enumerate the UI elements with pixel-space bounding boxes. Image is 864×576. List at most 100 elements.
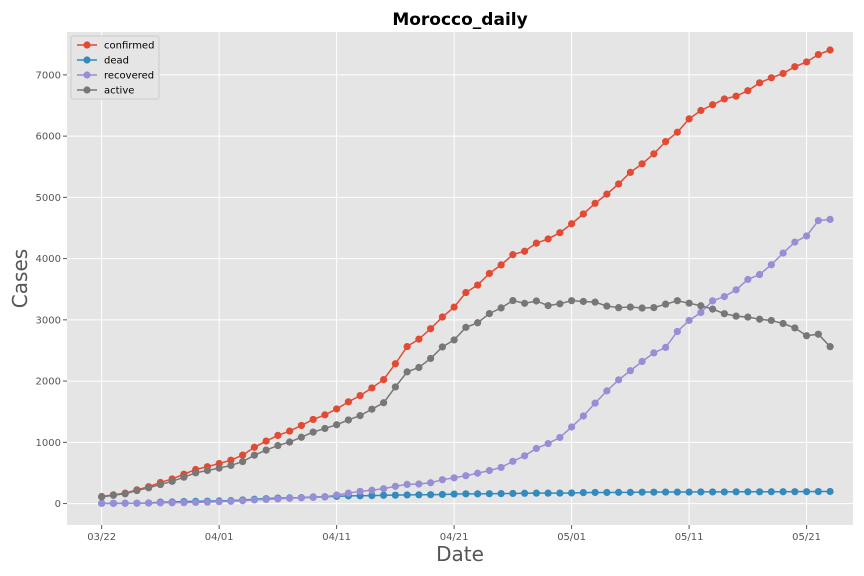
data-point-active <box>203 466 211 475</box>
data-point-confirmed <box>802 58 811 66</box>
data-point-active <box>380 399 388 407</box>
y-tick-label: 4000 <box>36 254 61 265</box>
data-point-active <box>662 300 670 308</box>
chart-title: Morocco_daily <box>392 10 527 30</box>
data-point-active <box>779 319 787 328</box>
data-point-dead <box>474 490 482 498</box>
data-point-active <box>133 486 141 495</box>
legend-box <box>70 35 160 100</box>
data-point-recovered <box>720 292 728 301</box>
data-point-recovered <box>814 217 822 225</box>
data-point-confirmed <box>356 392 364 400</box>
data-point-dead <box>532 489 540 497</box>
data-point-dead <box>697 488 705 496</box>
plot-area <box>67 32 853 525</box>
data-point-recovered <box>626 367 634 375</box>
data-point-active <box>767 316 775 325</box>
data-point-recovered <box>532 444 540 453</box>
data-point-recovered <box>579 412 587 420</box>
data-point-active <box>638 304 646 312</box>
data-point-dead <box>556 489 564 497</box>
data-point-recovered <box>356 487 364 495</box>
data-point-dead <box>767 488 775 496</box>
data-point-recovered <box>638 357 646 366</box>
data-point-recovered <box>121 499 129 507</box>
data-point-active <box>497 304 505 312</box>
data-point-active <box>156 480 164 489</box>
data-point-active <box>509 296 517 305</box>
legend-label-recovered: recovered <box>104 71 154 82</box>
data-point-confirmed <box>474 281 482 289</box>
data-point-confirmed <box>591 199 599 207</box>
y-tick-label: 0 <box>55 499 61 510</box>
y-axis-ticks: 0 1000 2000 3000 4000 5000 6000 7000 <box>36 70 67 510</box>
data-point-confirmed <box>485 269 493 278</box>
data-point-active <box>568 297 576 305</box>
data-point-active <box>286 438 294 446</box>
data-point-recovered <box>227 497 235 505</box>
data-point-recovered <box>380 485 388 493</box>
data-point-recovered <box>497 463 505 472</box>
data-point-active <box>368 405 376 413</box>
data-point-recovered <box>321 493 329 501</box>
data-point-confirmed <box>415 335 423 343</box>
data-point-active <box>462 323 470 331</box>
data-point-confirmed <box>368 384 376 392</box>
data-point-dead <box>603 488 611 497</box>
x-tick-label: 05/11 <box>675 532 704 543</box>
data-point-confirmed <box>309 415 317 424</box>
data-point-recovered <box>591 399 599 407</box>
data-point-confirmed <box>626 168 634 176</box>
data-point-active <box>485 309 493 318</box>
data-point-recovered <box>239 497 247 505</box>
data-point-recovered <box>98 499 106 507</box>
data-point-dead <box>391 491 399 499</box>
data-point-active <box>415 363 423 372</box>
series-active <box>98 296 834 501</box>
data-point-active <box>673 297 681 305</box>
data-point-confirmed <box>579 210 587 218</box>
data-point-active <box>732 312 740 320</box>
y-tick-label: 7000 <box>36 70 61 81</box>
data-point-confirmed <box>333 405 341 413</box>
data-point-dead <box>720 488 728 496</box>
data-point-active <box>321 424 329 433</box>
data-point-dead <box>568 489 576 497</box>
data-point-dead <box>415 491 423 499</box>
data-point-active <box>532 297 540 305</box>
data-point-confirmed <box>603 190 611 198</box>
legend: confirmed dead recovered active <box>70 35 160 100</box>
data-point-active <box>544 302 552 310</box>
data-point-recovered <box>474 469 482 477</box>
data-point-dead <box>802 488 811 496</box>
data-point-confirmed <box>814 50 822 59</box>
data-point-active <box>239 457 247 466</box>
data-point-confirmed <box>438 313 446 321</box>
data-point-recovered <box>333 491 341 499</box>
data-point-confirmed <box>650 150 658 158</box>
data-point-recovered <box>615 376 623 384</box>
data-point-active <box>344 416 352 424</box>
data-point-recovered <box>568 423 576 431</box>
data-point-active <box>215 464 223 472</box>
data-point-confirmed <box>286 427 294 435</box>
data-point-dead <box>509 489 517 498</box>
data-point-active <box>709 305 717 313</box>
x-tick-label: 05/01 <box>557 532 586 543</box>
data-point-dead <box>779 488 787 496</box>
data-point-recovered <box>732 286 740 294</box>
data-point-confirmed <box>732 92 740 100</box>
data-point-confirmed <box>427 325 435 333</box>
data-point-active <box>168 477 176 485</box>
data-point-confirmed <box>556 229 564 237</box>
data-point-active <box>615 304 623 312</box>
data-point-recovered <box>791 238 799 246</box>
data-point-active <box>309 428 317 436</box>
data-point-confirmed <box>462 288 470 297</box>
data-point-recovered <box>779 249 787 257</box>
data-point-active <box>192 469 200 477</box>
data-point-confirmed <box>673 128 681 136</box>
data-point-dead <box>615 488 623 496</box>
data-point-active <box>579 297 587 306</box>
data-point-active <box>697 302 705 310</box>
